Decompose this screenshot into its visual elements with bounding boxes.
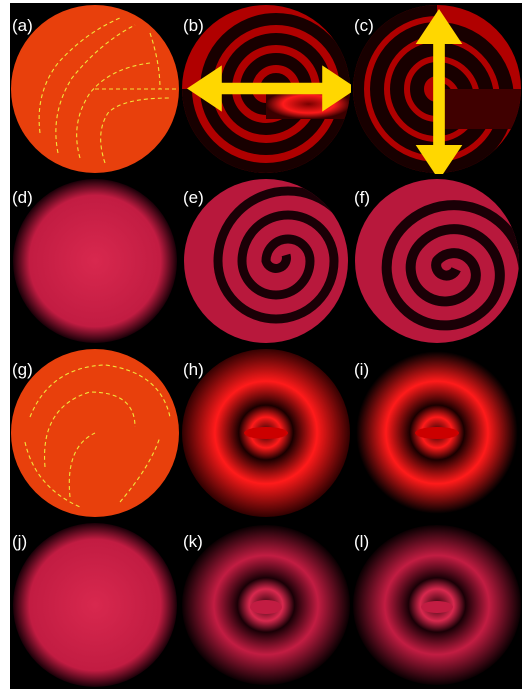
panel-j: (j) (10, 519, 180, 689)
panel-k: (k) (181, 519, 351, 689)
panel-c: (c) (352, 3, 522, 174)
panel-a: (a) (10, 3, 180, 174)
measured-spiral-f (355, 179, 519, 343)
measured-uniform-j (13, 523, 177, 687)
vector-field-a (11, 5, 179, 173)
panel-label: (a) (12, 16, 33, 35)
panel-f: (f) (352, 175, 522, 346)
panel-label: (e) (183, 188, 204, 207)
measured-rings-l (353, 525, 521, 685)
ring-intensity-i (352, 347, 522, 518)
panel-label: (i) (354, 360, 370, 379)
panel-label: (b) (183, 16, 204, 35)
panel-d: (d) (10, 175, 180, 346)
panel-g: (g) (10, 347, 180, 518)
panel-label: (c) (354, 16, 374, 35)
panel-label: (l) (354, 532, 370, 551)
vector-arrows (24, 364, 171, 508)
vertical-arrow-icon (415, 9, 463, 174)
vector-arrows (38, 17, 178, 164)
panel-b: (b) (181, 3, 351, 174)
panel-label: (d) (12, 188, 33, 207)
panel-h: (h) (181, 347, 351, 518)
panel-label: (h) (183, 360, 204, 379)
panel-i: (i) (352, 347, 522, 518)
panel-label: (g) (12, 360, 33, 379)
horizontal-arrow-icon (187, 65, 351, 112)
measured-rings-k (182, 525, 350, 685)
panel-e: (e) (181, 175, 351, 346)
panel-label: (j) (12, 532, 28, 551)
vector-field-g (11, 349, 179, 517)
measured-spiral-e (184, 179, 348, 343)
panel-label: (k) (183, 532, 203, 551)
measured-uniform-d (13, 179, 177, 343)
panel-l: (l) (352, 519, 522, 689)
panel-label: (f) (354, 188, 371, 207)
ring-intensity-h (182, 349, 350, 517)
figure: (a) (b) (10, 3, 522, 689)
